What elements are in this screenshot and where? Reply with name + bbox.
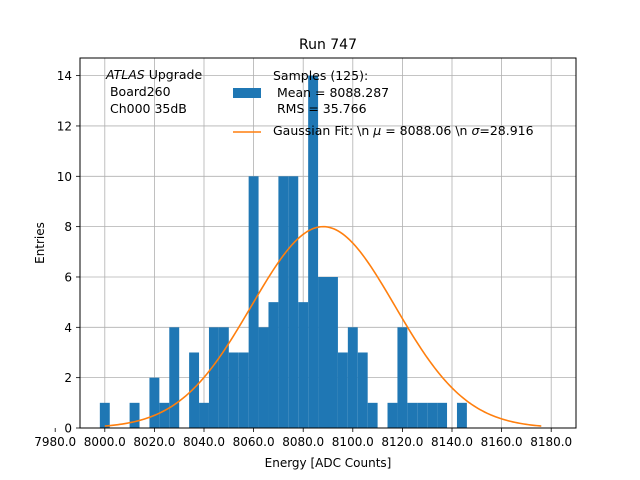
histogram-bar <box>149 377 160 428</box>
y-tick-label: 12 <box>57 119 72 133</box>
x-axis-label: Energy [ADC Counts] <box>265 456 392 470</box>
svg-text:ATLAS Upgrade: ATLAS Upgrade <box>105 67 202 82</box>
histogram-bar <box>278 176 289 428</box>
histogram-bar <box>258 327 269 428</box>
legend-fit-label: Gaussian Fit: \n μ = 8088.06 \n σ=28.916 <box>273 123 534 138</box>
fit-curve <box>104 225 542 427</box>
histogram-bar <box>367 402 378 428</box>
annotation-upgrade: Upgrade <box>145 67 203 82</box>
annotation-channel: Ch000 35dB <box>106 101 187 116</box>
histogram-bar <box>318 276 328 428</box>
histogram-bar <box>129 402 140 428</box>
histogram-bar <box>456 402 467 428</box>
x-tick-label: 7980.0 <box>34 435 76 449</box>
y-tick-label: 14 <box>57 69 72 83</box>
histogram-bar <box>308 75 319 428</box>
histogram-bar <box>208 327 219 428</box>
histogram-bar <box>298 302 309 428</box>
y-tick-label: 2 <box>64 371 72 385</box>
y-tick-label: 6 <box>64 270 72 284</box>
x-tick-label: 8060.0 <box>233 435 275 449</box>
histogram-bar <box>159 402 170 428</box>
y-axis-label: Entries <box>33 222 47 264</box>
x-tick-label: 8040.0 <box>183 435 225 449</box>
legend-hist-swatch <box>233 88 261 98</box>
x-axis-ticks: 7980.0 8000.0 8020.0 8040.0 8060.0 8080.0 8100… <box>34 428 572 449</box>
histogram-bar <box>189 352 200 428</box>
histogram-bar <box>328 276 338 428</box>
annotation-board: Board260 <box>106 84 171 99</box>
y-tick-label: 8 <box>64 220 72 234</box>
histogram-bar <box>347 327 358 428</box>
histogram-bar <box>427 402 438 428</box>
legend-hist-line1: Samples (125): <box>273 68 368 83</box>
x-tick-label: 8020.0 <box>133 435 175 449</box>
x-tick-label: 8000.0 <box>84 435 126 449</box>
histogram-bar <box>407 402 418 428</box>
chart-title: Run 747 <box>299 37 357 53</box>
plot-frame <box>79 57 577 429</box>
legend: Samples (125): Mean = 8088.287 RMS = 35.… <box>233 68 534 138</box>
x-tick-label: 8180.0 <box>530 435 572 449</box>
x-tick-label: 8140.0 <box>431 435 473 449</box>
atlas-annotation: ATLAS Upgrade Board260 Ch000 35dB <box>105 67 202 116</box>
y-tick-label: 4 <box>64 321 72 335</box>
annotation-atlas: ATLAS <box>105 67 145 82</box>
x-tick-label: 8080.0 <box>282 435 324 449</box>
legend-hist-line3: RMS = 35.766 <box>273 101 367 116</box>
histogram-bar <box>238 352 249 428</box>
histogram-bar <box>357 352 368 428</box>
histogram-bar <box>268 302 279 428</box>
gaussian-fit <box>104 225 542 427</box>
y-tick-label: 0 <box>64 422 72 436</box>
x-tick-label: 8120.0 <box>381 435 423 449</box>
histogram-bar <box>397 327 408 428</box>
y-axis-ticks: 0 2 4 6 8 10 12 14 <box>57 69 80 436</box>
histogram-bar <box>288 176 299 428</box>
y-tick-label: 10 <box>57 170 72 184</box>
histogram-bar <box>417 402 428 428</box>
legend-hist-line2: Mean = 8088.287 <box>273 85 389 100</box>
x-tick-label: 8100.0 <box>332 435 374 449</box>
histogram-bar <box>199 402 209 428</box>
histogram-bar <box>437 402 448 428</box>
histogram-bar <box>218 327 229 428</box>
histogram-bar <box>337 352 348 428</box>
histogram-bar <box>387 402 398 428</box>
x-tick-label: 8160.0 <box>481 435 523 449</box>
histogram-bar <box>169 327 180 428</box>
histogram-bar <box>99 402 110 428</box>
histogram-bar <box>228 352 239 428</box>
